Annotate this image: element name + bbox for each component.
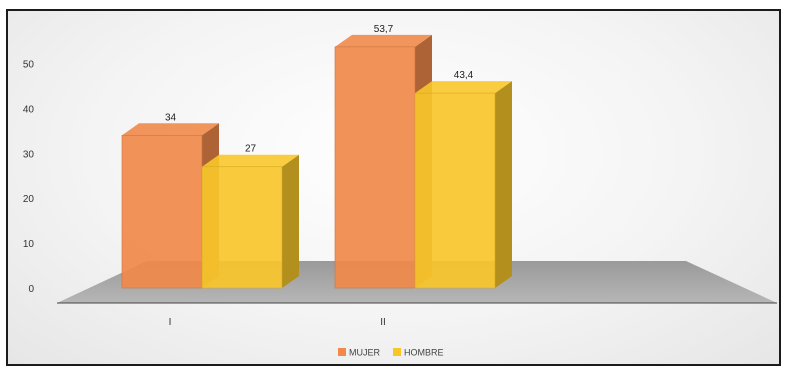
- legend-swatch: [393, 348, 401, 356]
- legend-item-hombre: HOMBRE: [393, 348, 444, 358]
- bar-hombre-2: [414, 81, 512, 289]
- data-label: 53,7: [374, 24, 394, 35]
- bar-top-face: [415, 81, 512, 94]
- data-label: 27: [245, 144, 257, 155]
- data-label: 34: [165, 112, 177, 123]
- y-tick-label: 40: [23, 104, 35, 115]
- y-tick-label: 20: [23, 194, 35, 205]
- chart-frame: 0 10 20 30 40 50 34 27 53,7 43,4 I II MUJER HOMBRE: [6, 9, 781, 366]
- legend-label: MUJER: [349, 348, 380, 358]
- y-tick-label: 30: [23, 149, 35, 160]
- y-tick-label: 0: [28, 284, 34, 295]
- x-category-label: I: [169, 317, 172, 328]
- x-category-label: II: [380, 317, 386, 328]
- bar-hombre-1: [201, 154, 299, 289]
- y-tick-label: 10: [23, 239, 35, 250]
- bar-side-face: [282, 154, 299, 288]
- bar-top-face: [122, 123, 219, 136]
- y-tick-label: 50: [23, 59, 35, 70]
- bar-front-face: [414, 92, 496, 289]
- bar-top-face: [202, 154, 299, 167]
- bar-front-face: [201, 166, 283, 289]
- data-label: 43,4: [454, 70, 474, 81]
- legend-item-mujer: MUJER: [338, 348, 380, 358]
- bar-front-face: [334, 46, 416, 289]
- bar-top-face: [335, 34, 432, 47]
- legend-label: HOMBRE: [404, 348, 444, 358]
- legend-swatch: [338, 348, 346, 356]
- bar-front-face: [121, 135, 203, 289]
- bar-side-face: [495, 81, 512, 288]
